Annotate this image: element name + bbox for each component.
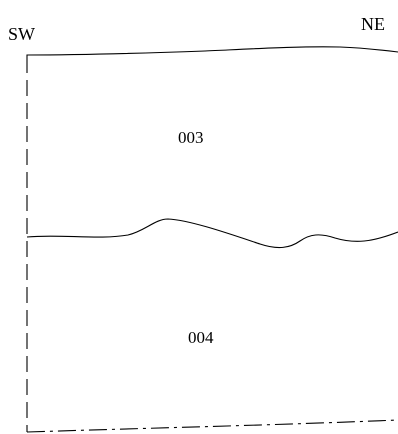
orientation-label-ne: NE — [361, 14, 385, 34]
section-base-line — [26, 419, 398, 433]
context-interface-line — [26, 218, 398, 249]
context-label-003: 003 — [178, 128, 204, 147]
context-label-004: 004 — [188, 328, 214, 347]
ground-surface-line — [26, 46, 398, 57]
orientation-label-sw: SW — [8, 24, 35, 44]
